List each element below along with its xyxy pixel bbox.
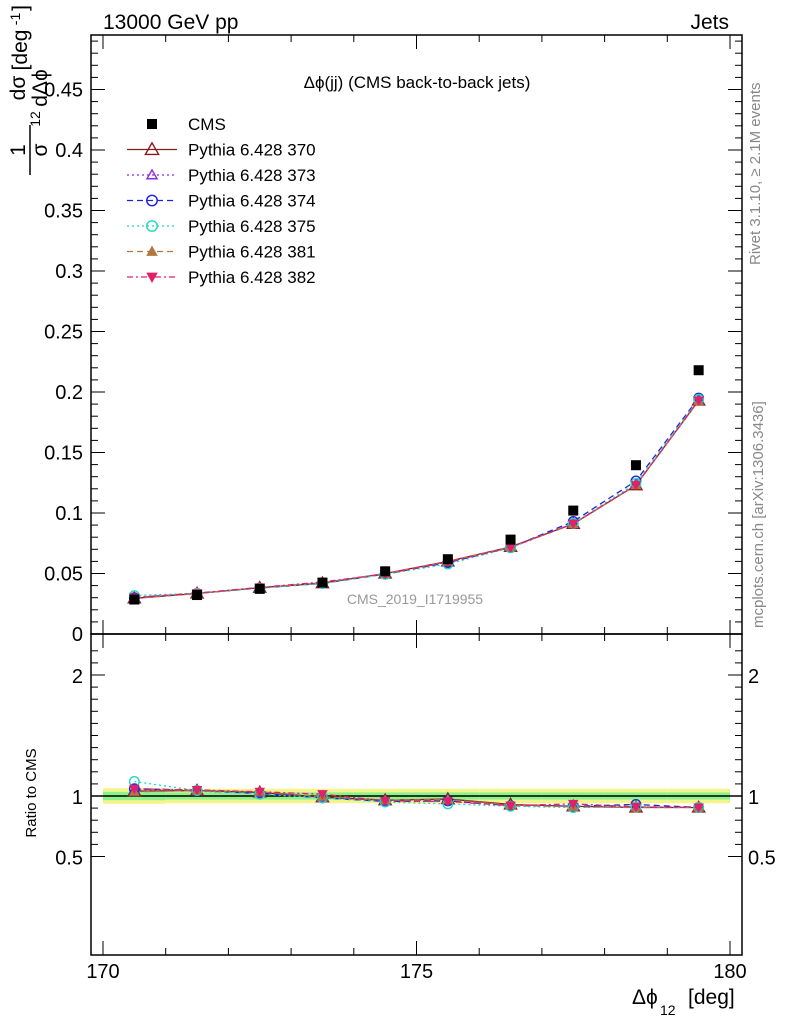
svg-text:dσ: dσ — [7, 76, 30, 101]
top-ytick-label: 0.3 — [55, 261, 83, 283]
legend-marker — [146, 194, 158, 207]
cms-data-point — [505, 534, 516, 545]
top-ytick-label: 0.4 — [55, 140, 83, 162]
legend-marker — [147, 119, 157, 129]
svg-text:dΔϕ: dΔϕ — [29, 69, 52, 106]
series-line — [134, 398, 700, 597]
header-left: 13000 GeV pp — [103, 11, 238, 34]
ratio-series-point — [505, 801, 516, 812]
analysis-watermark: CMS_2019_I1719955 — [347, 591, 483, 607]
top-ytick-label: 0.15 — [44, 443, 83, 465]
legend-marker — [146, 220, 158, 232]
legend-marker — [145, 168, 159, 180]
svg-text:-1: -1 — [7, 13, 23, 26]
legend-label: Pythia 6.428 373 — [188, 166, 316, 185]
cms-data-point — [317, 577, 328, 588]
svg-text:Δϕ: Δϕ — [632, 986, 658, 1009]
top-ytick-label: 0.05 — [44, 564, 83, 586]
legend-label: Pythia 6.428 374 — [188, 192, 316, 211]
cms-data-point — [693, 365, 704, 376]
top-ytick-label: 0.35 — [44, 201, 83, 223]
cms-data-point — [630, 460, 641, 471]
x-axis-label: Δϕ 12 [deg] — [632, 986, 735, 1018]
svg-text:[deg: [deg — [9, 30, 32, 71]
cms-data-point — [254, 583, 265, 594]
top-ytick-label: 0.25 — [44, 322, 83, 344]
cms-data-point — [380, 566, 391, 577]
ratio-ytick-label-right: 0.5 — [748, 848, 776, 870]
ratio-series-line — [134, 788, 699, 809]
svg-text:]: ] — [9, 5, 32, 11]
top-ylabel: 1 σ dσ dΔϕ 12 [deg -1 ] — [7, 5, 52, 175]
top-ytick-label: 0.2 — [55, 382, 83, 404]
header-right: Jets — [690, 11, 729, 34]
series-point — [630, 481, 642, 491]
svg-text:12: 12 — [27, 111, 43, 127]
plot-title: Δϕ(jj) (CMS back-to-back jets) — [304, 73, 531, 92]
legend: CMS Pythia 6.428 370 Pythia 6.428 373 Pythi… — [127, 115, 316, 287]
ratio-panel: 0.5 0.5 1 1 2 2 170 175 180 — [55, 633, 776, 983]
ratio-ytick-label: 1 — [72, 787, 83, 809]
ratio-series-point — [693, 803, 704, 813]
x-tick-label: 170 — [86, 961, 119, 983]
mcplots-label: mcplots.cern.ch [arXiv:1306.3436] — [750, 401, 767, 628]
series-point — [693, 396, 704, 406]
ratio-ytick-label-right: 2 — [748, 666, 759, 688]
legend-label: Pythia 6.428 375 — [188, 217, 316, 236]
legend-label: Pythia 6.428 381 — [188, 243, 316, 262]
ratio-series-point — [379, 796, 391, 807]
ratio-ylabel: Ratio to CMS — [23, 748, 40, 837]
series-point — [568, 519, 579, 530]
svg-text:σ: σ — [29, 143, 52, 156]
cms-data-point — [442, 554, 453, 565]
cms-data-point — [192, 590, 203, 601]
legend-marker — [144, 141, 160, 156]
series-line — [134, 400, 700, 599]
legend-label: Pythia 6.428 382 — [188, 268, 316, 287]
ratio-series-point — [568, 799, 579, 810]
series-point — [505, 543, 516, 553]
legend-label: Pythia 6.428 370 — [188, 141, 316, 160]
ratio-series-point — [254, 787, 265, 798]
svg-text:12: 12 — [660, 1002, 676, 1018]
ratio-series-point — [191, 785, 203, 796]
top-ytick-label: 0.1 — [55, 503, 83, 525]
ratio-series-point — [317, 790, 328, 800]
svg-text:[deg]: [deg] — [688, 986, 735, 1009]
cms-data-point — [568, 505, 579, 516]
legend-marker — [146, 245, 158, 256]
top-ytick-label: 0.45 — [44, 80, 83, 102]
legend-label: CMS — [188, 115, 226, 134]
ratio-series-point — [630, 802, 642, 813]
legend-marker — [146, 272, 158, 284]
rivet-label: Rivet 3.1.10, ≥ 2.1M events — [747, 83, 764, 266]
svg-text:1: 1 — [7, 144, 30, 156]
ratio-series-point — [129, 784, 140, 795]
cms-data-point — [129, 594, 140, 605]
top-ytick-label: 0 — [72, 624, 83, 646]
ratio-ytick-label: 0.5 — [55, 848, 83, 870]
x-tick-label: 175 — [400, 961, 433, 983]
ratio-series-point — [442, 797, 454, 807]
x-tick-label: 180 — [713, 961, 746, 983]
ratio-ytick-label-right: 1 — [748, 787, 759, 809]
ratio-ytick-label: 2 — [72, 666, 83, 688]
